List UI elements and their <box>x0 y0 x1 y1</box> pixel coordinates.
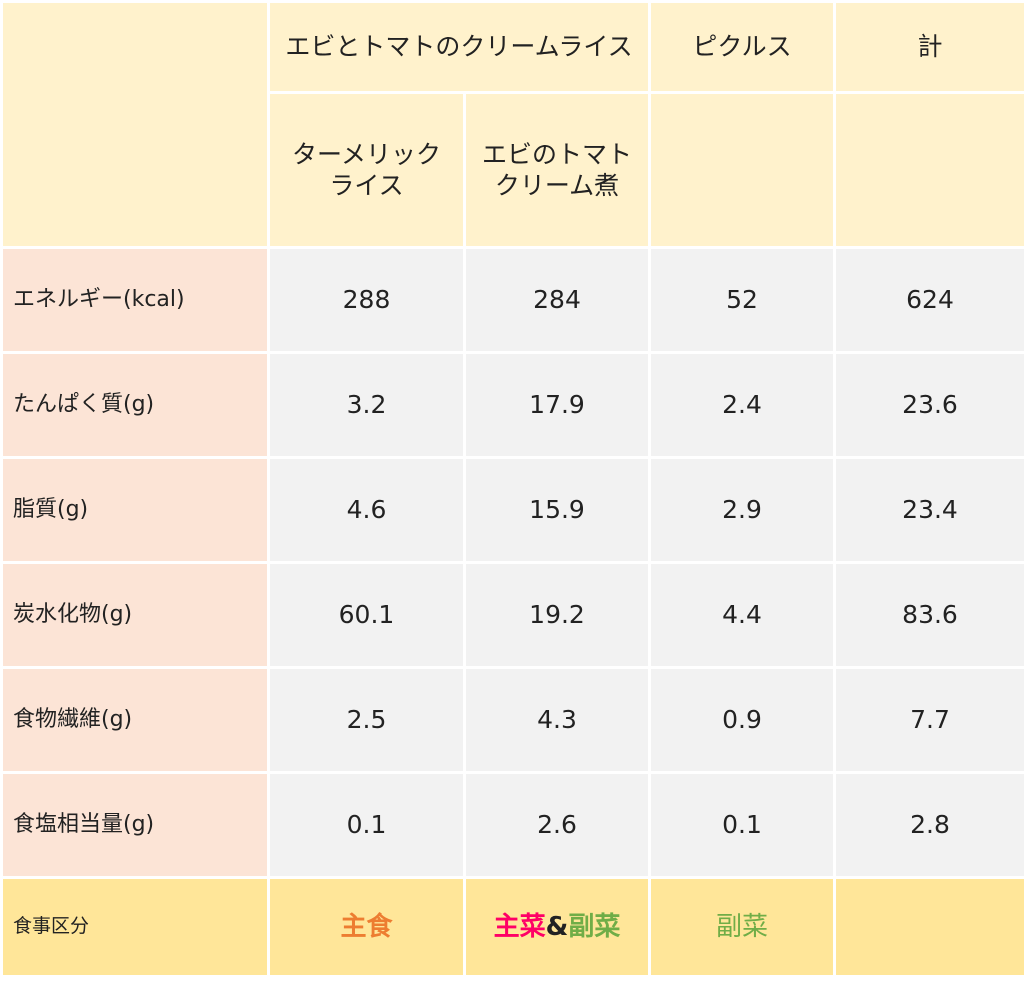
value-cell: 2.4 <box>651 354 834 456</box>
row-label: エネルギー(kcal) <box>3 249 267 351</box>
value-cell: 0.9 <box>651 669 834 771</box>
value-cell: 15.9 <box>466 459 649 561</box>
value-cell: 52 <box>651 249 834 351</box>
category-ampersand: & <box>545 911 569 942</box>
table-row: 脂質(g) 4.6 15.9 2.9 23.4 <box>3 459 1024 561</box>
value-cell: 83.6 <box>836 564 1024 666</box>
sub-header-line: ターメリック <box>291 139 441 169</box>
value-cell: 4.3 <box>466 669 649 771</box>
sub-header-shrimp-tomato-cream: エビのトマト クリーム煮 <box>466 94 649 246</box>
sub-header-line: エビのトマト <box>482 139 633 169</box>
sub-header-empty <box>836 94 1024 246</box>
row-label: たんぱく質(g) <box>3 354 267 456</box>
value-cell: 0.1 <box>651 774 834 876</box>
table-row: 食物繊維(g) 2.5 4.3 0.9 7.7 <box>3 669 1024 771</box>
table-row: 食塩相当量(g) 0.1 2.6 0.1 2.8 <box>3 774 1024 876</box>
meal-category-cell-empty <box>836 879 1024 975</box>
corner-cell <box>3 3 267 246</box>
value-cell: 17.9 <box>466 354 649 456</box>
dish-pickles-header: ピクルス <box>651 3 834 91</box>
value-cell: 284 <box>466 249 649 351</box>
meal-category-label: 食事区分 <box>3 879 267 975</box>
total-header: 計 <box>836 3 1024 91</box>
category-main-course: 主菜 <box>493 911 546 942</box>
category-side-dish: 副菜 <box>568 911 621 942</box>
value-cell: 3.2 <box>270 354 463 456</box>
value-cell: 0.1 <box>270 774 463 876</box>
sub-header-turmeric-rice: ターメリック ライス <box>270 94 463 246</box>
value-cell: 2.8 <box>836 774 1024 876</box>
sub-header-empty <box>651 94 834 246</box>
value-cell: 2.6 <box>466 774 649 876</box>
row-label: 炭水化物(g) <box>3 564 267 666</box>
meal-category-row: 食事区分 主食 主菜&副菜 副菜 <box>3 879 1024 975</box>
sub-header-line: クリーム煮 <box>494 171 620 200</box>
value-cell: 2.5 <box>270 669 463 771</box>
value-cell: 7.7 <box>836 669 1024 771</box>
row-label: 食物繊維(g) <box>3 669 267 771</box>
row-label: 脂質(g) <box>3 459 267 561</box>
table-row: エネルギー(kcal) 288 284 52 624 <box>3 249 1024 351</box>
value-cell: 19.2 <box>466 564 649 666</box>
meal-category-cell: 主菜&副菜 <box>466 879 649 975</box>
category-side-dish: 副菜 <box>716 911 769 942</box>
value-cell: 23.6 <box>836 354 1024 456</box>
value-cell: 4.6 <box>270 459 463 561</box>
sub-header-line: ライス <box>329 171 404 200</box>
dish-main-header: エビとトマトのクリームライス <box>270 3 649 91</box>
value-cell: 288 <box>270 249 463 351</box>
category-main-dish: 主食 <box>340 911 393 942</box>
meal-category-cell: 主食 <box>270 879 463 975</box>
value-cell: 624 <box>836 249 1024 351</box>
table-row: たんぱく質(g) 3.2 17.9 2.4 23.6 <box>3 354 1024 456</box>
table-row: 炭水化物(g) 60.1 19.2 4.4 83.6 <box>3 564 1024 666</box>
value-cell: 60.1 <box>270 564 463 666</box>
meal-category-cell: 副菜 <box>651 879 834 975</box>
row-label: 食塩相当量(g) <box>3 774 267 876</box>
value-cell: 23.4 <box>836 459 1024 561</box>
value-cell: 4.4 <box>651 564 834 666</box>
value-cell: 2.9 <box>651 459 834 561</box>
